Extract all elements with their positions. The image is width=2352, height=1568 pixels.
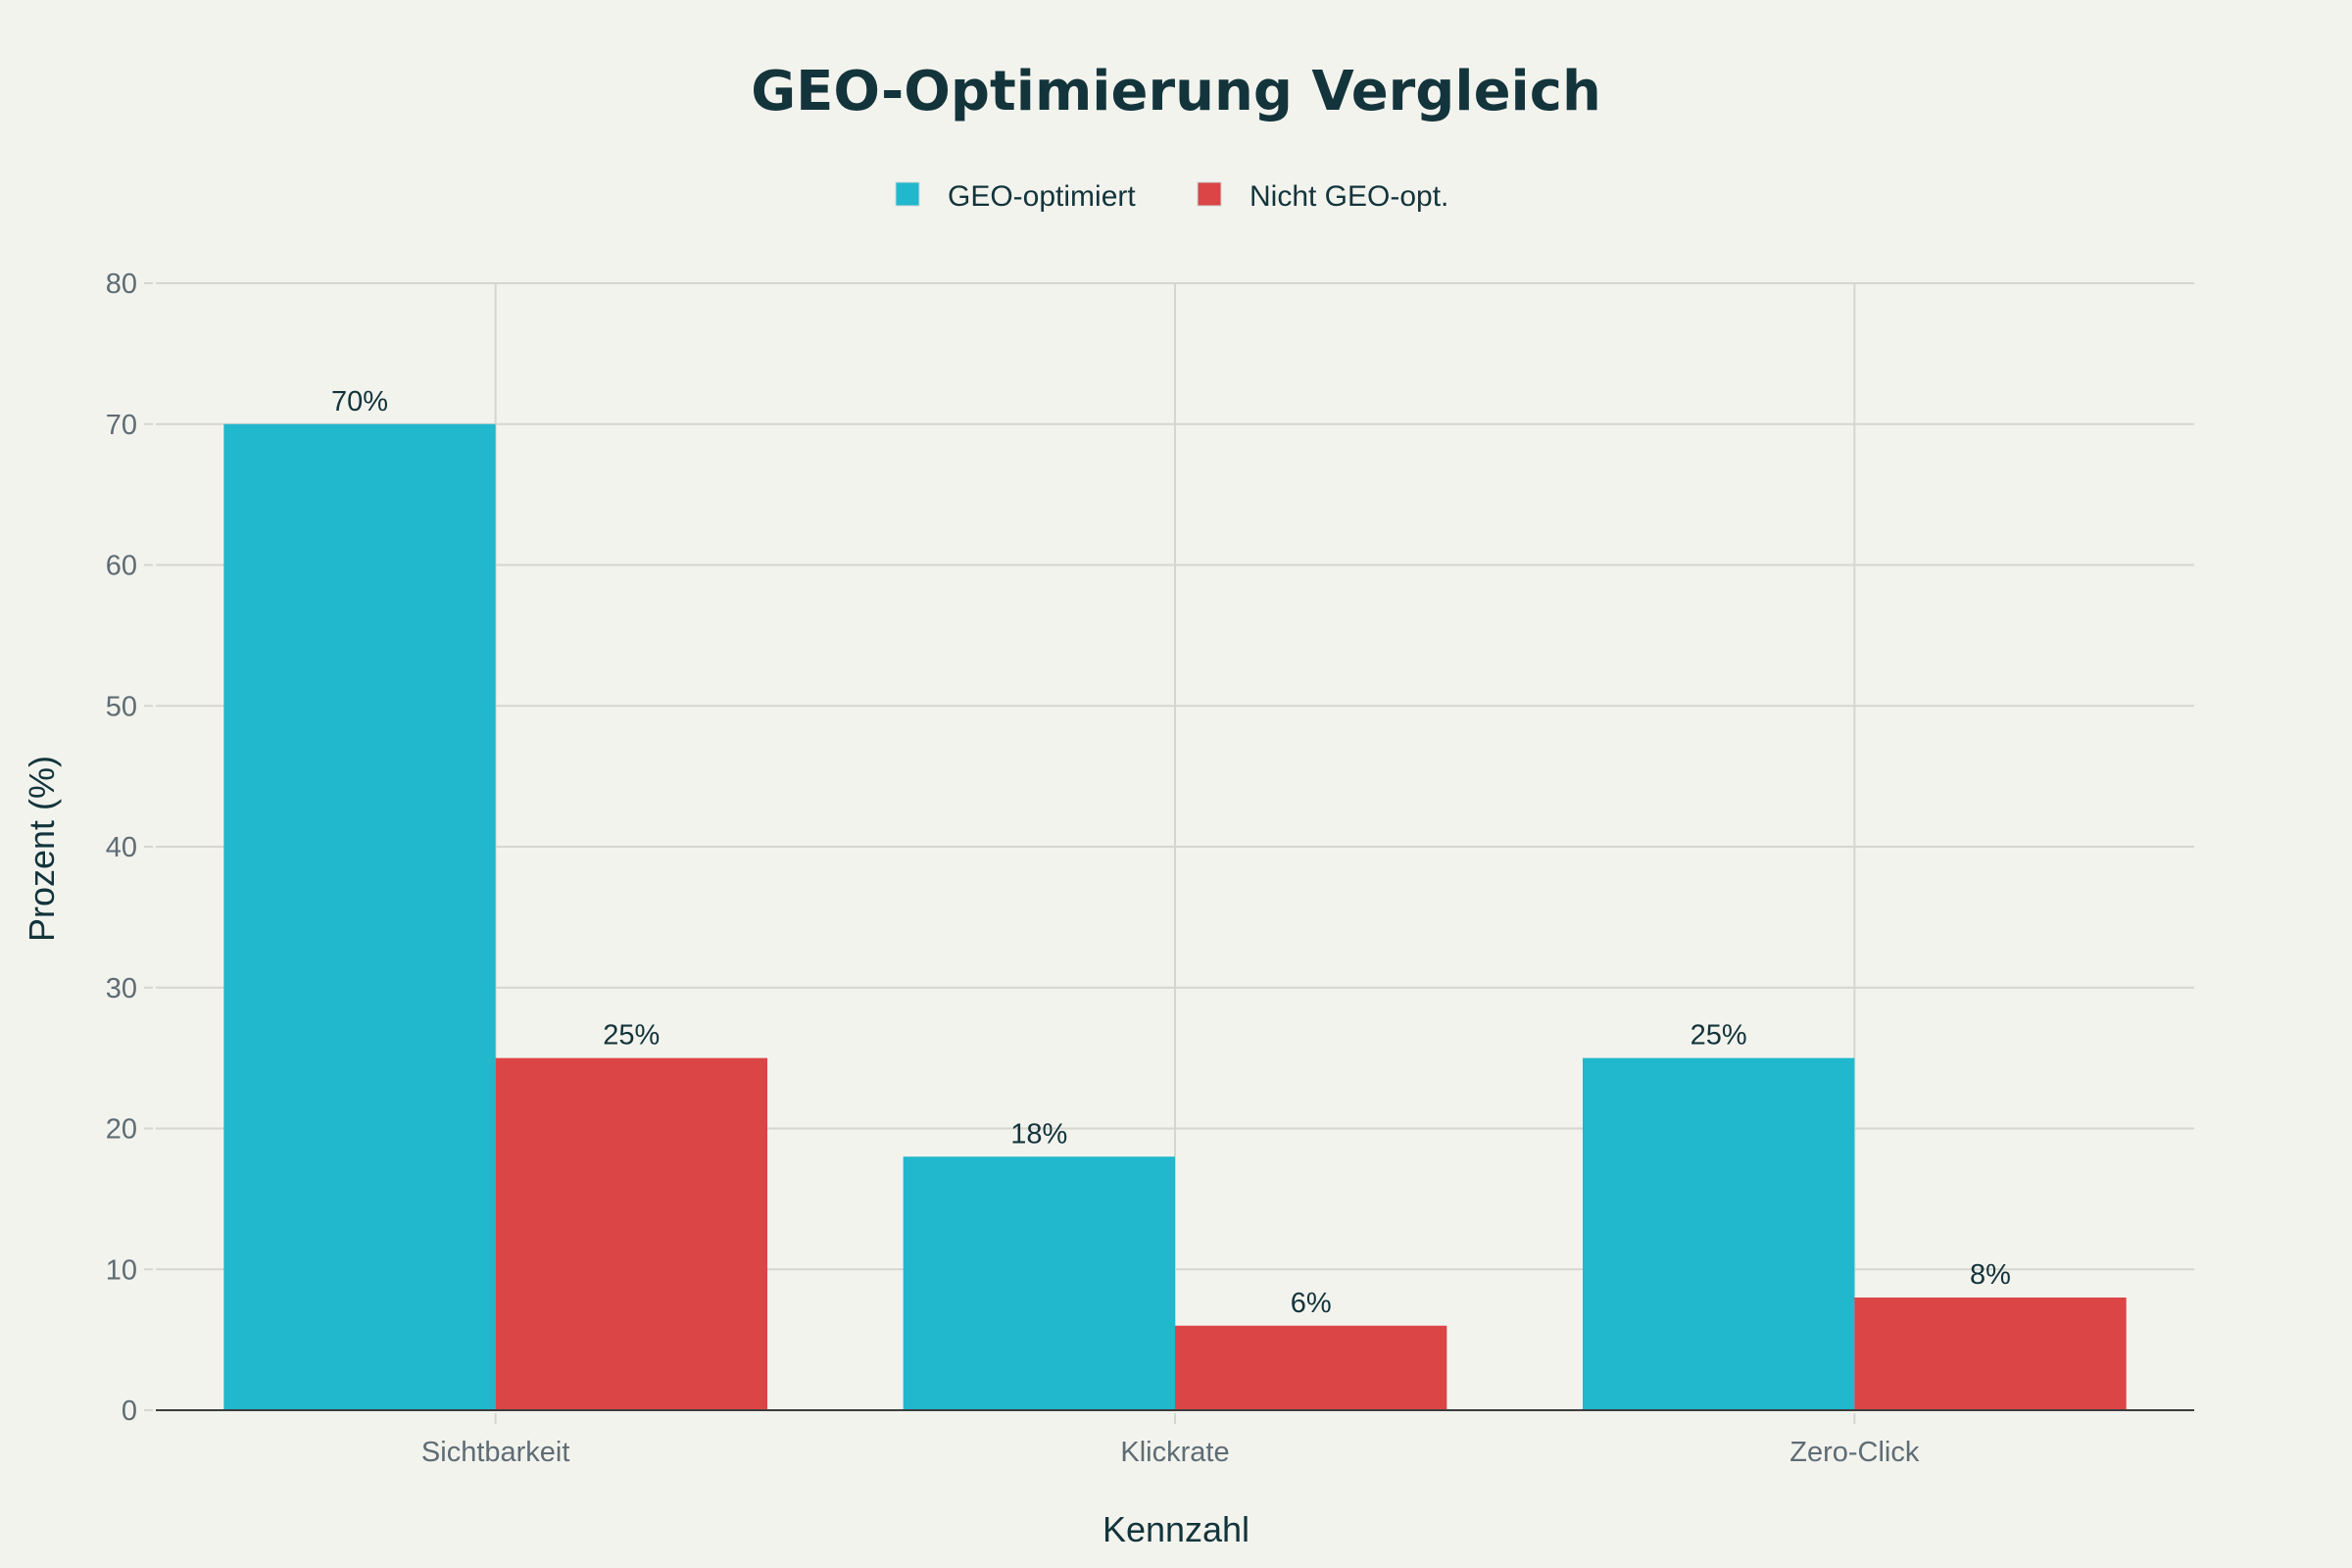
x-tick-label: Klickrate (1120, 1437, 1229, 1468)
x-tick-label: Zero-Click (1789, 1437, 1920, 1468)
bar-0-1 (903, 1156, 1175, 1410)
legend-swatch-geo-optimiert (895, 181, 920, 207)
legend-swatch-nicht-geo (1197, 181, 1222, 207)
y-tick-label: 30 (106, 973, 137, 1004)
data-label: 18% (1010, 1118, 1067, 1150)
y-tick-label: 70 (106, 410, 137, 441)
y-tick-label: 80 (106, 269, 137, 300)
y-tick-label: 20 (106, 1114, 137, 1146)
legend-label-geo-optimiert: GEO-optimiert (948, 180, 1136, 213)
bar-1-2 (1854, 1298, 2127, 1410)
data-label: 8% (1970, 1259, 2011, 1291)
bar-0-2 (1583, 1057, 1855, 1410)
data-label: 25% (1690, 1020, 1747, 1052)
y-tick-label: 10 (106, 1254, 137, 1286)
data-label: 6% (1291, 1288, 1332, 1319)
x-axis-title: Kennzahl (1102, 1509, 1250, 1549)
bar-1-0 (495, 1057, 767, 1410)
legend: GEO-optimiert Nicht GEO-opt. (895, 180, 1448, 213)
data-label: 25% (603, 1020, 660, 1052)
y-tick-label: 50 (106, 691, 137, 722)
legend-label-nicht-geo: Nicht GEO-opt. (1250, 180, 1448, 213)
y-tick-label: 40 (106, 832, 137, 863)
x-tick-label: Sichtbarkeit (421, 1437, 570, 1468)
data-label: 70% (331, 386, 388, 417)
y-tick-label: 60 (106, 551, 137, 582)
y-axis-title: Prozent (%) (22, 756, 62, 942)
bar-1-1 (1175, 1325, 1447, 1410)
bar-0-0 (223, 423, 496, 1410)
y-tick-label: 0 (122, 1396, 137, 1427)
chart-title: GEO-Optimierung Vergleich (751, 60, 1601, 123)
